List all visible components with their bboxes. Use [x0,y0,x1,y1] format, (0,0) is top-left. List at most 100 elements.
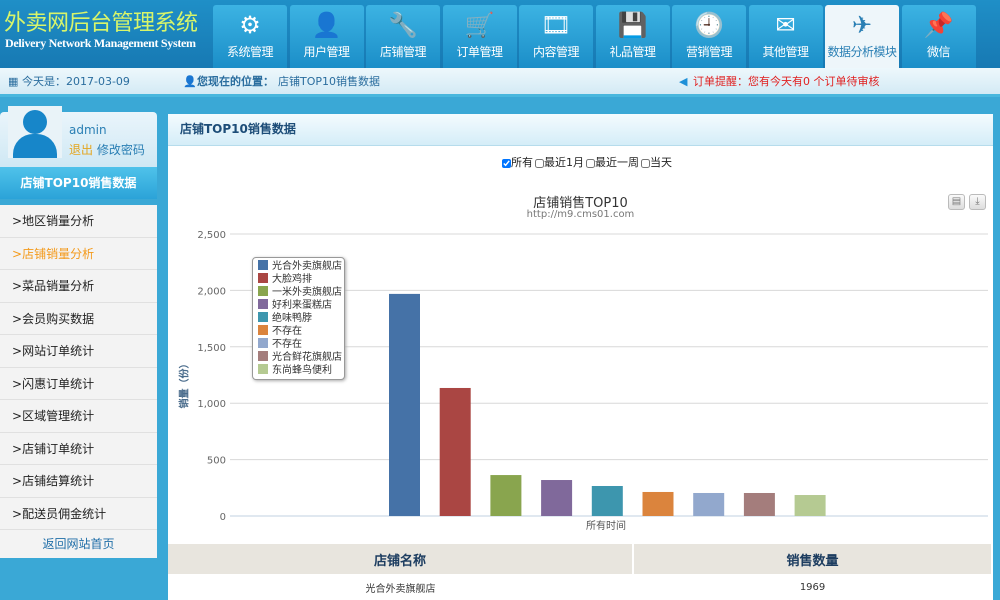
filter-option[interactable]: 所有 [502,156,533,169]
legend-label: 东尚蜂鸟便利 [272,365,332,376]
sidebar: admin 退出 修改密码 店铺TOP10销售数据 >地区销量分析 >店铺销量分析… [0,106,157,600]
bar[interactable] [490,475,522,516]
legend-item[interactable]: 不存在 [258,338,339,351]
table-cell: 光合外卖旗舰店 [365,583,436,595]
tools-icon: 🔧 [388,11,418,39]
nav-tab-4[interactable]: 🎞 内容管理 [519,5,593,68]
filter-option[interactable]: 最近1月 [535,156,584,169]
y-tick-label: 2,500 [197,230,226,241]
sidebar-menu: >地区销量分析 >店铺销量分析 >菜品销量分析 >会员购买数据 >网站订单统计 >闪惠订单… [0,205,157,530]
legend-swatch [258,325,268,335]
legend-label: 一米外卖旗舰店 [272,287,342,298]
legend-item[interactable]: 好利来蛋糕店 [258,299,339,312]
filter-option[interactable]: 当天 [641,156,672,169]
y-tick-label: 1,000 [197,399,226,410]
sidebar-item[interactable]: >区域管理统计 [0,400,157,433]
legend-label: 光合鲜花旗舰店 [272,352,342,363]
cart-icon: 🛒 [464,11,495,39]
sidebar-item-label: 区域管理统计 [22,409,95,423]
export-button[interactable]: ⤓ [969,194,986,210]
sidebar-item[interactable]: >菜品销量分析 [0,270,157,303]
gear-icon: ⚙ [239,11,261,39]
nav-tab-9[interactable]: 📌 微信 [901,5,976,68]
bar[interactable] [642,491,674,516]
nav-tab-5[interactable]: 💾 礼品管理 [595,5,670,68]
sidebar-item-label: 网站订单统计 [22,344,95,358]
bar[interactable] [591,485,623,516]
sidebar-item[interactable]: >会员购买数据 [0,303,157,335]
nav-tab-label: 礼品管理 [609,45,656,59]
legend-item[interactable]: 一米外卖旗舰店 [258,286,342,299]
nav-tab-3[interactable]: 🛒 订单管理 [442,5,517,68]
chart-subtitle: http://m9.cms01.com [526,209,635,220]
location-label: 您现在的位置： [197,75,274,88]
sidebar-title: 店铺TOP10销售数据 [0,167,157,199]
legend-item[interactable]: 大脸鸡排 [258,273,339,286]
legend-item[interactable]: 光合外卖旗舰店 [258,260,342,273]
nav-tab-6[interactable]: 🕘 营销管理 [672,5,746,68]
table-cell: 1969 [799,581,826,593]
sales-table: 店铺名称 销售数量 光合外卖旗舰店 1969 [168,544,993,600]
legend-swatch [258,312,268,322]
nav-tab-8[interactable]: ✈ 数据分析模块 [825,5,899,68]
print-icon: ▤ [951,196,962,207]
order-alert[interactable]: 订单提醒：您有今天有0 个订单待审核 [693,75,880,88]
legend-label: 好利来蛋糕店 [272,300,332,311]
bar[interactable] [541,480,573,516]
sidebar-item-label: 地区销量分析 [22,214,95,228]
speaker-icon: ◀ [679,75,688,88]
sidebar-item[interactable]: >配送员佣金统计 [0,498,157,530]
calendar-icon: ▦ [8,75,19,88]
save-download-icon: 💾 [617,11,648,39]
nav-tab-label: 数据分析模块 [827,45,897,59]
sidebar-item-label: 会员购买数据 [22,311,95,326]
avatar [8,106,62,158]
nav-tab-2[interactable]: 🔧 店铺管理 [366,5,440,68]
back-to-home-link[interactable]: 返回网站首页 [0,530,157,558]
nav-tab-1[interactable]: 👤 用户管理 [289,5,364,68]
nav-tab-label: 微信 [926,45,951,59]
nav-tab-label: 其他管理 [762,45,809,59]
bar[interactable] [439,387,471,516]
breadcrumb: 店铺TOP10销售数据 [278,75,381,88]
sidebar-item[interactable]: >地区销量分析 [0,205,157,238]
filter-checkbox[interactable] [586,158,595,168]
bar[interactable] [743,492,775,516]
legend-item[interactable]: 不存在 [258,325,339,338]
legend-item[interactable]: 东尚蜂鸟便利 [258,364,339,377]
main-panel: 店铺TOP10销售数据 所有 最近1月 最近一周 当天 店铺销售TOP10 http:… [168,114,993,600]
filter-checkbox[interactable] [641,158,650,168]
nav-tab-7[interactable]: ✉ 其他管理 [748,5,823,68]
x-axis-label: 所有时间 [586,519,626,532]
bar[interactable] [794,495,826,516]
filter-checkbox[interactable] [502,158,511,168]
legend-swatch [258,351,268,361]
change-password-link[interactable]: 修改密码 [96,143,145,157]
today-date: 今天是：2017-03-09 [22,75,130,88]
info-bar: ▦ 今天是：2017-03-09 👤 您现在的位置： 店铺TOP10销售数据 ◀… [0,68,1000,97]
filter-checkbox[interactable] [535,158,544,168]
pin-icon: 📌 [923,11,954,39]
legend-swatch [258,273,268,283]
legend-item[interactable]: 绝味鸭脖 [258,312,339,325]
logo-title: 外卖网后台管理系统 [4,11,198,36]
sidebar-item[interactable]: >店铺销量分析 [0,238,157,270]
sidebar-item[interactable]: >闪惠订单统计 [0,368,157,400]
nav-tab-label: 店铺管理 [379,45,427,59]
sidebar-item[interactable]: >网站订单统计 [0,335,157,368]
legend-swatch [258,299,268,309]
sidebar-item[interactable]: >店铺结算统计 [0,465,157,498]
legend-swatch [258,364,268,374]
legend-swatch [258,260,268,270]
logout-link[interactable]: 退出 [69,143,94,157]
filter-option[interactable]: 最近一周 [586,156,639,169]
nav-tab-label: 用户管理 [303,45,350,59]
legend-item[interactable]: 光合鲜花旗舰店 [258,351,342,364]
logo-subtitle: Delivery Network Management System [5,36,196,50]
nav-tab-0[interactable]: ⚙ 系统管理 [213,5,287,68]
bar[interactable] [693,492,725,516]
chart-legend: 光合外卖旗舰店 大脸鸡排 一米外卖旗舰店 好利来蛋糕店 绝味鸭脖 不存在 不存在 光合鲜花旗舰… [252,257,345,380]
sidebar-item[interactable]: >店铺订单统计 [0,433,157,465]
print-button[interactable]: ▤ [948,194,965,210]
bar[interactable] [389,293,420,516]
